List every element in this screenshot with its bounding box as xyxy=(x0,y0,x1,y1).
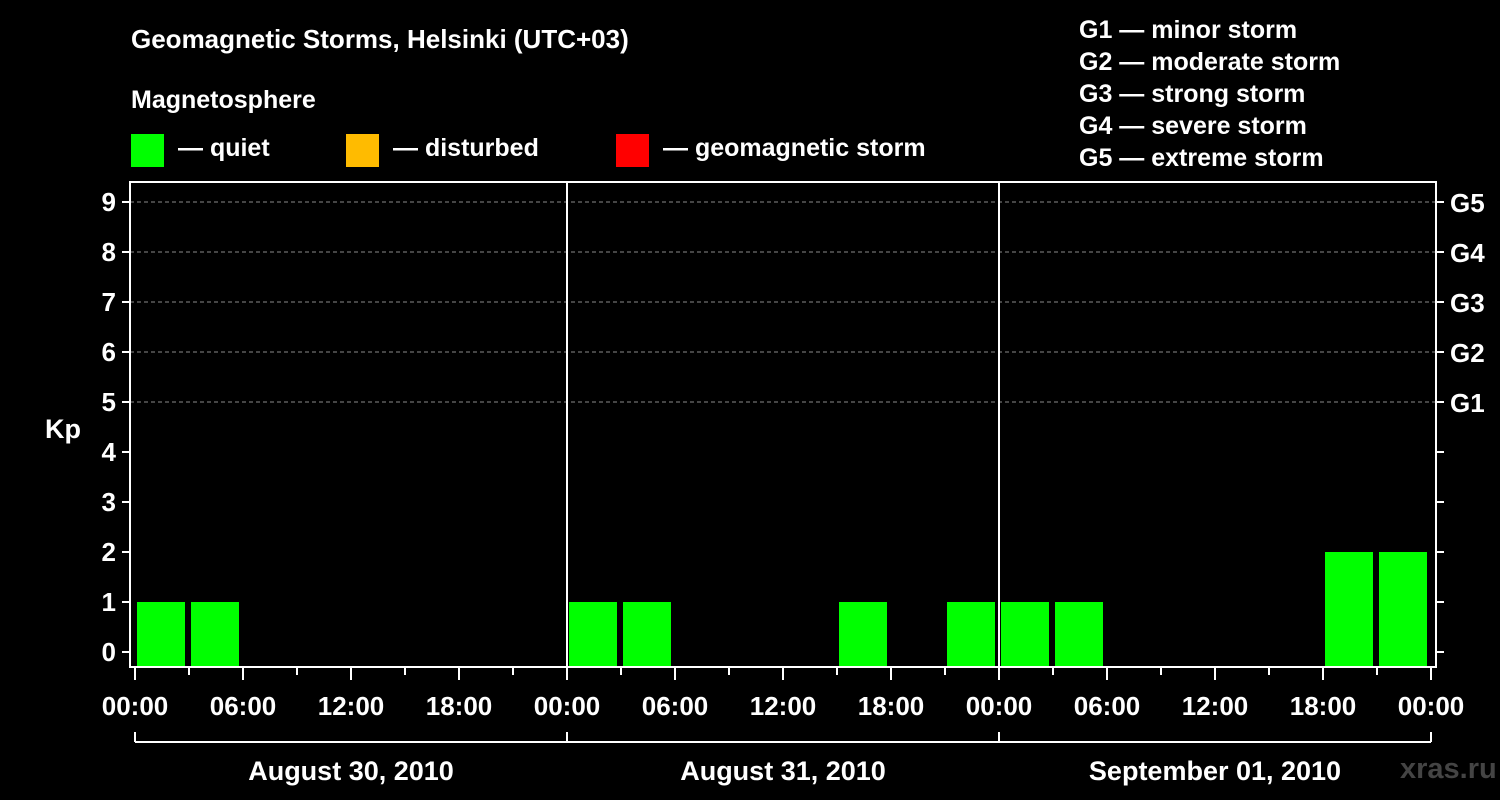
watermark: xras.ru xyxy=(1400,753,1497,785)
legend-label-storm: — geomagnetic storm xyxy=(663,134,926,162)
storm-scale-g5: G5 — extreme storm xyxy=(1079,144,1324,172)
x-tick-label: 06:00 xyxy=(642,691,709,721)
y-tick-label: 6 xyxy=(102,337,116,367)
legend-label-disturbed: — disturbed xyxy=(393,134,539,162)
axis-layer: 0 1 2 3 4 5 6 7 8 9 G1 G2 G3 G4 G5 00:00 06:00 12:00 18:00… xyxy=(102,181,1485,786)
x-tick-label: 00:00 xyxy=(1398,691,1465,721)
x-tick-label: 06:00 xyxy=(210,691,277,721)
x-tick-label: 18:00 xyxy=(1290,691,1357,721)
storm-scale-g1: G1 — minor storm xyxy=(1079,16,1298,44)
kp-bar xyxy=(947,602,995,667)
kp-bar xyxy=(137,602,185,667)
y-tick-label: 2 xyxy=(102,537,116,567)
y-tick-label: 5 xyxy=(102,387,116,417)
day-label: September 01, 2010 xyxy=(1089,756,1341,786)
kp-bar xyxy=(1001,602,1049,667)
y-tick-label: 9 xyxy=(102,187,116,217)
y-axis-label: Kp xyxy=(45,414,81,444)
y-tick-label: 1 xyxy=(102,587,116,617)
x-tick-label: 18:00 xyxy=(858,691,925,721)
g-scale-label: G5 xyxy=(1450,188,1485,218)
day-label: August 31, 2010 xyxy=(680,756,886,786)
legend-title: Magnetosphere xyxy=(131,86,316,114)
y-tick-label: 7 xyxy=(102,287,116,317)
g-scale-label: G3 xyxy=(1450,288,1485,318)
x-tick-label: 00:00 xyxy=(102,691,169,721)
y-tick-label: 0 xyxy=(102,637,116,667)
kp-bar xyxy=(569,602,617,667)
y-tick-label: 4 xyxy=(102,437,117,467)
x-tick-label: 18:00 xyxy=(426,691,493,721)
storm-scale-legend: G1 — minor storm G2 — moderate storm G3 … xyxy=(1079,14,1340,174)
x-tick-label: 12:00 xyxy=(750,691,817,721)
plot-frame xyxy=(129,181,1437,668)
g-scale-label: G2 xyxy=(1450,338,1485,368)
storm-scale-g3: G3 — strong storm xyxy=(1079,80,1306,108)
x-tick-label: 12:00 xyxy=(1182,691,1249,721)
x-tick-label: 00:00 xyxy=(534,691,601,721)
day-label: August 30, 2010 xyxy=(248,756,454,786)
kp-bar xyxy=(1379,552,1427,667)
kp-bar xyxy=(839,602,887,667)
legend-label-quiet: — quiet xyxy=(178,134,270,162)
legend-swatch-disturbed xyxy=(346,134,379,167)
x-tick-label: 12:00 xyxy=(318,691,385,721)
legend-swatch-quiet xyxy=(131,134,164,167)
y-tick-label: 3 xyxy=(102,487,116,517)
kp-bar xyxy=(1055,602,1103,667)
storm-scale-g2: G2 — moderate storm xyxy=(1079,48,1341,76)
grid-layer xyxy=(130,201,1436,403)
g-scale-label: G1 xyxy=(1450,388,1485,418)
chart-title: Geomagnetic Storms, Helsinki (UTC+03) xyxy=(131,24,629,54)
bar-layer xyxy=(137,552,1427,667)
storm-scale-g4: G4 — severe storm xyxy=(1079,112,1307,140)
kp-bar xyxy=(1325,552,1373,667)
kp-bar xyxy=(191,602,239,667)
g-scale-label: G4 xyxy=(1450,238,1485,268)
y-tick-label: 8 xyxy=(102,237,116,267)
x-tick-label: 00:00 xyxy=(966,691,1033,721)
kp-bar xyxy=(623,602,671,667)
x-tick-label: 06:00 xyxy=(1074,691,1141,721)
legend-swatch-storm xyxy=(616,134,649,167)
